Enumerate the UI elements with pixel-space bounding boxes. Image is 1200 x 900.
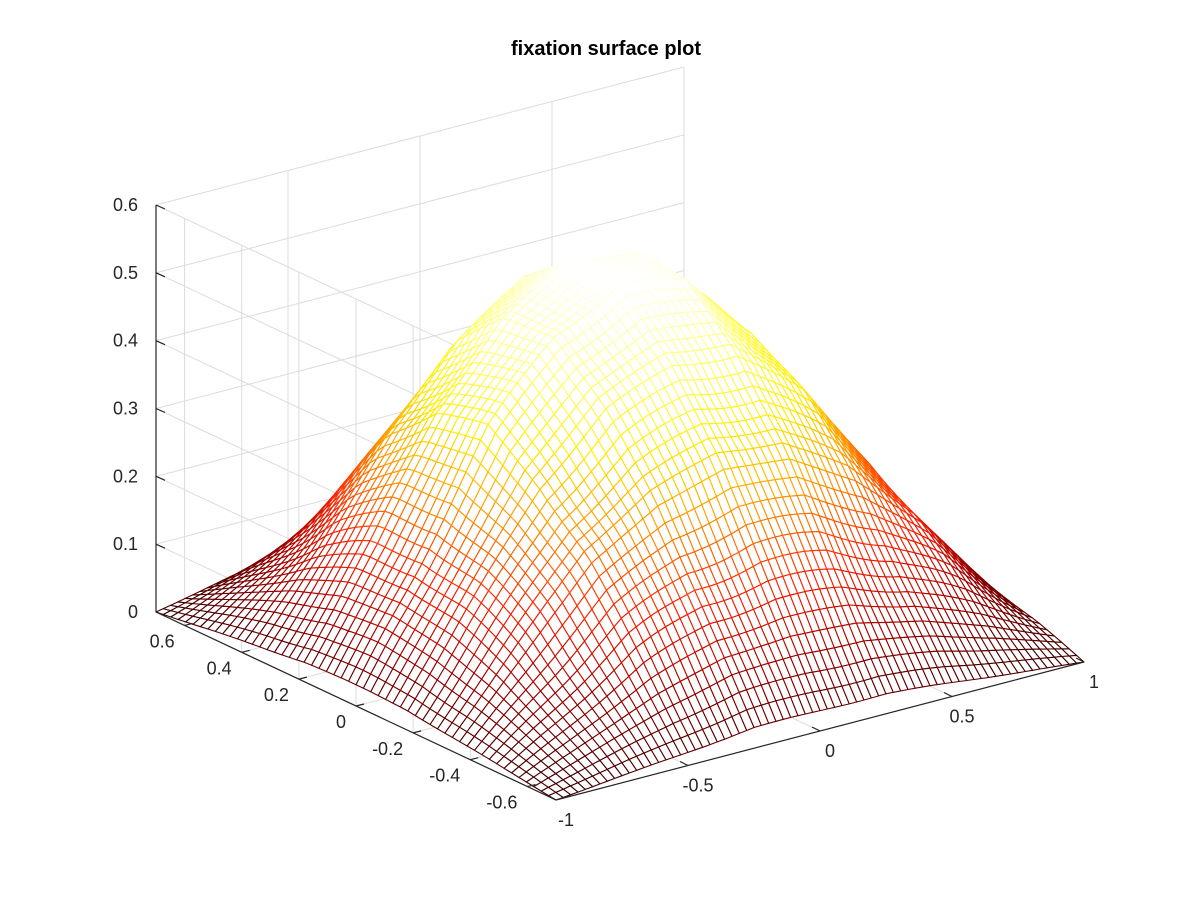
z-tick-label-1: 0.1 xyxy=(113,534,138,554)
y-tick-label-4: 0.2 xyxy=(264,685,289,705)
y-tick-label-6: 0.6 xyxy=(150,631,175,651)
y-tick-label-1: -0.4 xyxy=(429,766,460,786)
y-tick-label-2: -0.2 xyxy=(372,739,403,759)
y-tick-label-5: 0.4 xyxy=(207,658,232,678)
z-tick-label-3: 0.3 xyxy=(113,399,138,419)
z-tick-label-4: 0.4 xyxy=(113,331,138,351)
y-tick-label-0: -0.6 xyxy=(486,793,517,813)
x-tick-label-3: 0.5 xyxy=(949,707,974,727)
z-tick-label-6: 0.6 xyxy=(113,195,138,215)
x-tick-label-2: 0 xyxy=(825,741,835,761)
y-tick-label-3: 0 xyxy=(336,712,346,732)
x-tick-label-0: -1 xyxy=(558,810,574,830)
x-tick-label-4: 1 xyxy=(1089,672,1099,692)
z-tick-label-5: 0.5 xyxy=(113,263,138,283)
chart-title: fixation surface plot xyxy=(511,38,701,60)
z-tick-label-2: 0.2 xyxy=(113,466,138,486)
z-tick-label-0: 0 xyxy=(128,602,138,622)
surface-mesh xyxy=(155,251,1085,801)
x-tick-label-1: -0.5 xyxy=(682,776,713,796)
